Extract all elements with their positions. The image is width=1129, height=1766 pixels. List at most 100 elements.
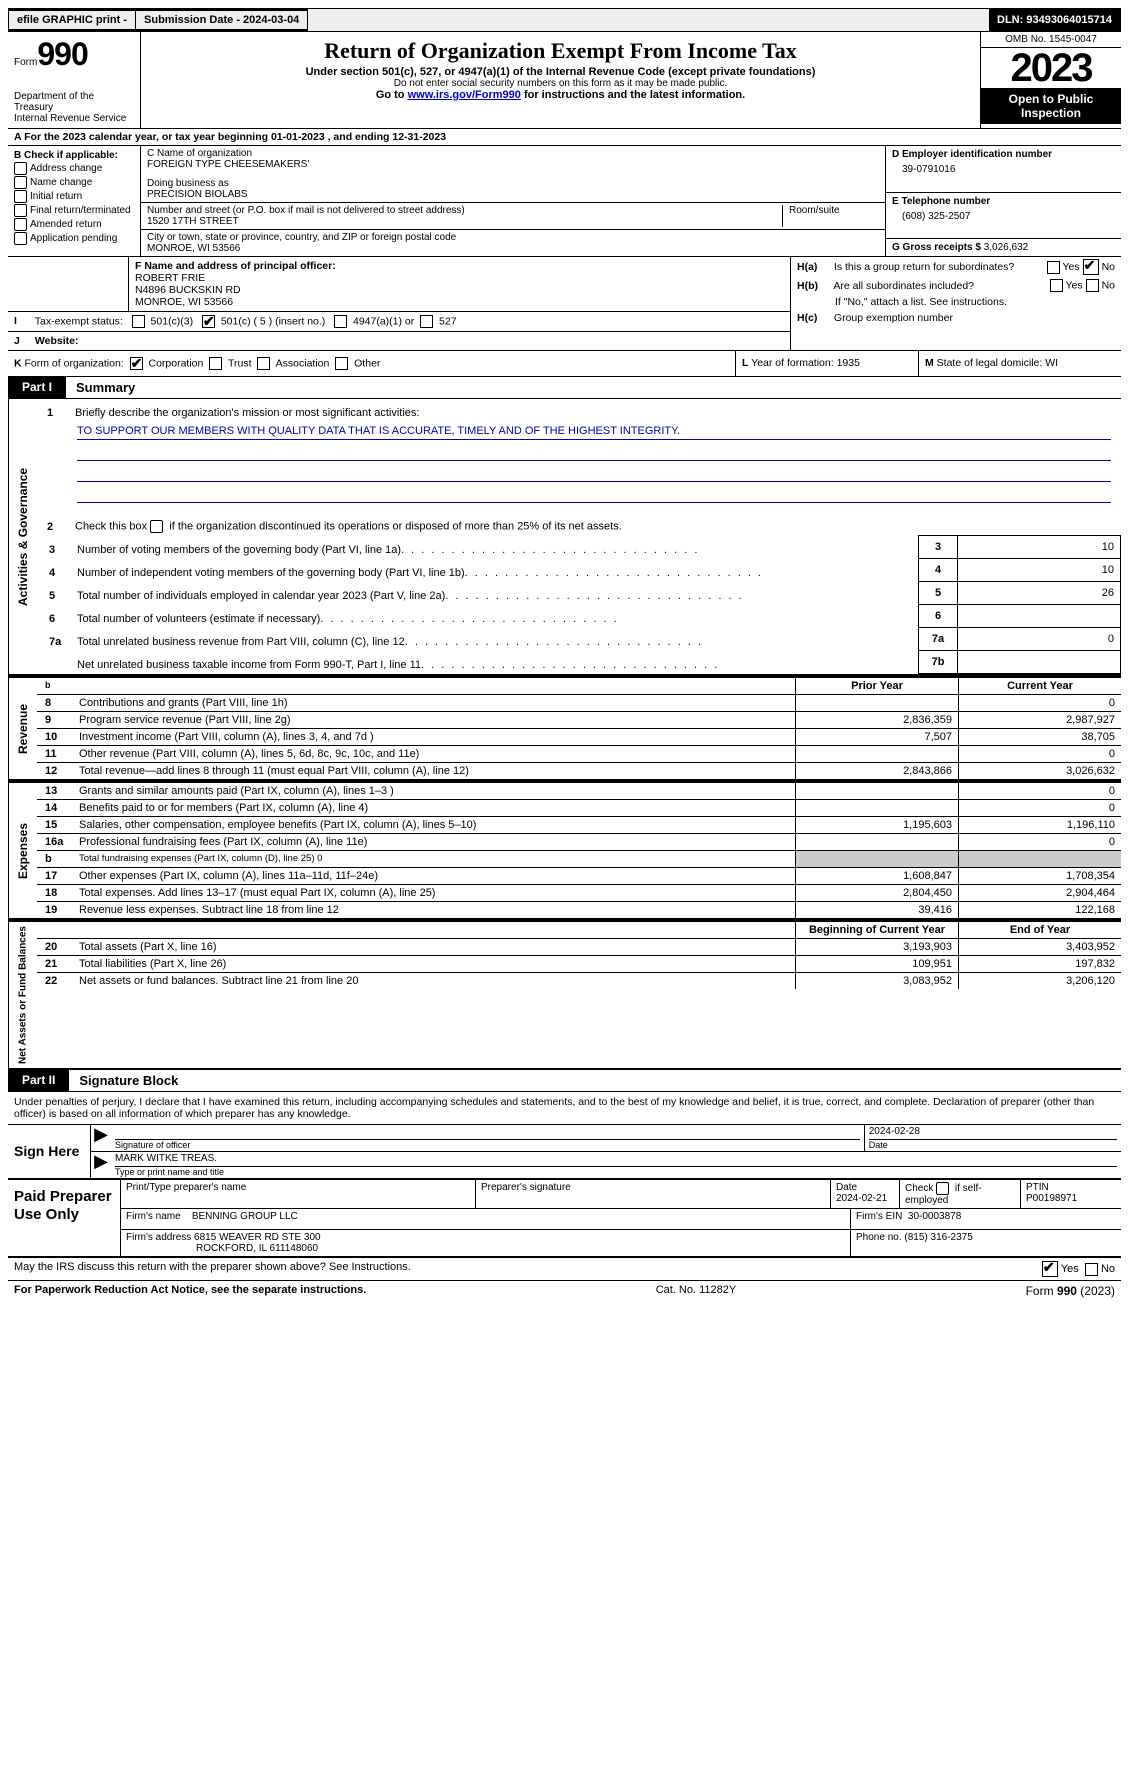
firm-tel: (815) 316-2375 bbox=[904, 1232, 972, 1243]
table-row: 4Number of independent voting members of… bbox=[37, 559, 1121, 582]
firm-tel-label: Phone no. bbox=[856, 1232, 902, 1243]
cb-address-change[interactable]: Address change bbox=[14, 162, 134, 175]
prep-sig-label: Preparer's signature bbox=[481, 1182, 825, 1193]
table-row: 7aTotal unrelated business revenue from … bbox=[37, 628, 1121, 651]
label-l: L bbox=[742, 357, 748, 369]
sign-here-label: Sign Here bbox=[8, 1125, 91, 1178]
gross-value: 3,026,632 bbox=[984, 242, 1029, 253]
section-bcd: B Check if applicable: Address change Na… bbox=[8, 146, 1121, 257]
opt-527: 527 bbox=[439, 315, 457, 327]
section-revenue: Revenue b Prior Year Current Year 8Contr… bbox=[8, 676, 1121, 781]
tax-status-label: Tax-exempt status: bbox=[35, 315, 123, 327]
opt-4947: 4947(a)(1) or bbox=[353, 315, 414, 327]
hb-yes: Yes bbox=[1066, 279, 1083, 291]
discuss-row: May the IRS discuss this return with the… bbox=[8, 1258, 1121, 1281]
form990-link[interactable]: www.irs.gov/Form990 bbox=[408, 89, 521, 101]
opt-other: Other bbox=[354, 357, 380, 369]
catalog-number: Cat. No. 11282Y bbox=[656, 1284, 737, 1298]
part-ii-num: Part II bbox=[8, 1070, 69, 1091]
goto-prefix: Go to bbox=[376, 89, 408, 101]
form-title-block: Return of Organization Exempt From Incom… bbox=[141, 32, 981, 128]
cb-trust[interactable] bbox=[209, 357, 222, 370]
street-address: 1520 17TH STREET bbox=[147, 216, 776, 227]
label-i: I bbox=[14, 315, 32, 327]
discuss-yes: Yes bbox=[1061, 1263, 1079, 1275]
label-hb: H(b) bbox=[797, 280, 831, 292]
room-label: Room/suite bbox=[789, 205, 879, 216]
cb-4947[interactable] bbox=[334, 315, 347, 328]
cb-501c3[interactable] bbox=[132, 315, 145, 328]
table-row: 8Contributions and grants (Part VIII, li… bbox=[37, 695, 1121, 712]
part-ii-title: Signature Block bbox=[69, 1070, 188, 1091]
line2-text: Check this box if the organization disco… bbox=[75, 520, 1117, 533]
subtitle-2: Do not enter social security numbers on … bbox=[151, 78, 970, 89]
cb-501c[interactable] bbox=[202, 315, 215, 328]
col-current-year: Current Year bbox=[958, 678, 1121, 694]
sig-date: 2024-02-28 bbox=[869, 1126, 1117, 1140]
table-row: 22Net assets or fund balances. Subtract … bbox=[37, 973, 1121, 989]
cb-ha-yes[interactable] bbox=[1047, 261, 1060, 274]
org-name: FOREIGN TYPE CHEESEMAKERS' bbox=[147, 159, 879, 170]
ptin-label: PTIN bbox=[1026, 1182, 1116, 1193]
cb-initial-return[interactable]: Initial return bbox=[14, 190, 134, 203]
cb-discuss-yes[interactable] bbox=[1042, 1261, 1058, 1277]
street-cell: Number and street (or P.O. box if mail i… bbox=[141, 203, 885, 230]
cb-discontinued[interactable] bbox=[150, 520, 163, 533]
box-f: F Name and address of principal officer:… bbox=[129, 257, 790, 311]
sign-here-block: Sign Here ▶ Signature of officer 2024-02… bbox=[8, 1125, 1121, 1180]
cb-hb-yes[interactable] bbox=[1050, 279, 1063, 292]
goto-line: Go to www.irs.gov/Form990 for instructio… bbox=[151, 89, 970, 101]
box-h: H(a) Is this a group return for subordin… bbox=[791, 257, 1121, 350]
cb-ha-no[interactable] bbox=[1083, 259, 1099, 275]
cb-final-return[interactable]: Final return/terminated bbox=[14, 204, 134, 217]
gross-cell: G Gross receipts $ 3,026,632 bbox=[886, 239, 1121, 256]
officer-addr1: N4896 BUCKSKIN RD bbox=[135, 284, 784, 296]
hb-note: If "No," attach a list. See instructions… bbox=[797, 296, 1115, 308]
efile-print-button[interactable]: efile GRAPHIC print - bbox=[9, 11, 136, 29]
label-k: K bbox=[14, 357, 22, 369]
street-label: Number and street (or P.O. box if mail i… bbox=[147, 205, 776, 216]
form-header: Form990 Department of the Treasury Inter… bbox=[8, 32, 1121, 129]
prep-self-employed: Check if self-employed bbox=[900, 1180, 1021, 1208]
firm-name-label: Firm's name bbox=[126, 1211, 181, 1222]
cb-hb-no[interactable] bbox=[1086, 279, 1099, 292]
cb-amended-return[interactable]: Amended return bbox=[14, 218, 134, 231]
part-i-header: Part I Summary bbox=[8, 377, 1121, 399]
period-text: For the 2023 calendar year, or tax year … bbox=[24, 131, 446, 143]
table-row: 6Total number of volunteers (estimate if… bbox=[37, 605, 1121, 628]
ein-label: D Employer identification number bbox=[892, 149, 1115, 160]
table-row: 9Program service revenue (Part VIII, lin… bbox=[37, 712, 1121, 729]
cb-discuss-no[interactable] bbox=[1085, 1263, 1098, 1276]
org-name-cell: C Name of organization FOREIGN TYPE CHEE… bbox=[141, 146, 885, 203]
cb-corporation[interactable] bbox=[130, 357, 143, 370]
part-i-title: Summary bbox=[66, 377, 145, 398]
cb-name-change[interactable]: Name change bbox=[14, 176, 134, 189]
firm-ein: 30-0003878 bbox=[908, 1211, 961, 1222]
city-label: City or town, state or province, country… bbox=[147, 232, 879, 243]
dba-name: PRECISION BIOLABS bbox=[147, 189, 879, 200]
row-j-website: J Website: bbox=[8, 332, 790, 350]
officer-name: ROBERT FRIE bbox=[135, 272, 784, 284]
tab-expenses: Expenses bbox=[8, 783, 37, 918]
cb-association[interactable] bbox=[257, 357, 270, 370]
mission-text: TO SUPPORT OUR MEMBERS WITH QUALITY DATA… bbox=[77, 425, 1111, 440]
line-a-period: A For the 2023 calendar year, or tax yea… bbox=[8, 129, 1121, 146]
form-number: 990 bbox=[37, 36, 87, 72]
table-row: 21Total liabilities (Part X, line 26)109… bbox=[37, 956, 1121, 973]
col-prior-year: Prior Year bbox=[795, 678, 958, 694]
opt-corp: Corporation bbox=[149, 357, 204, 369]
opt-assoc: Association bbox=[276, 357, 330, 369]
firm-name: BENNING GROUP LLC bbox=[192, 1211, 298, 1222]
row-klm: K Form of organization: Corporation Trus… bbox=[8, 351, 1121, 377]
label-hc: H(c) bbox=[797, 312, 831, 324]
rev-header: b Prior Year Current Year bbox=[37, 678, 1121, 695]
cb-self-employed[interactable] bbox=[936, 1182, 949, 1195]
hb-no: No bbox=[1102, 279, 1115, 291]
cb-527[interactable] bbox=[420, 315, 433, 328]
section-net-assets: Net Assets or Fund Balances Beginning of… bbox=[8, 920, 1121, 1070]
cb-application-pending[interactable]: Application pending bbox=[14, 232, 134, 245]
year-formation: 1935 bbox=[837, 357, 860, 369]
cb-other[interactable] bbox=[335, 357, 348, 370]
hc-text: Group exemption number bbox=[834, 312, 953, 324]
opt-501c5: 501(c) ( 5 ) (insert no.) bbox=[221, 315, 325, 327]
